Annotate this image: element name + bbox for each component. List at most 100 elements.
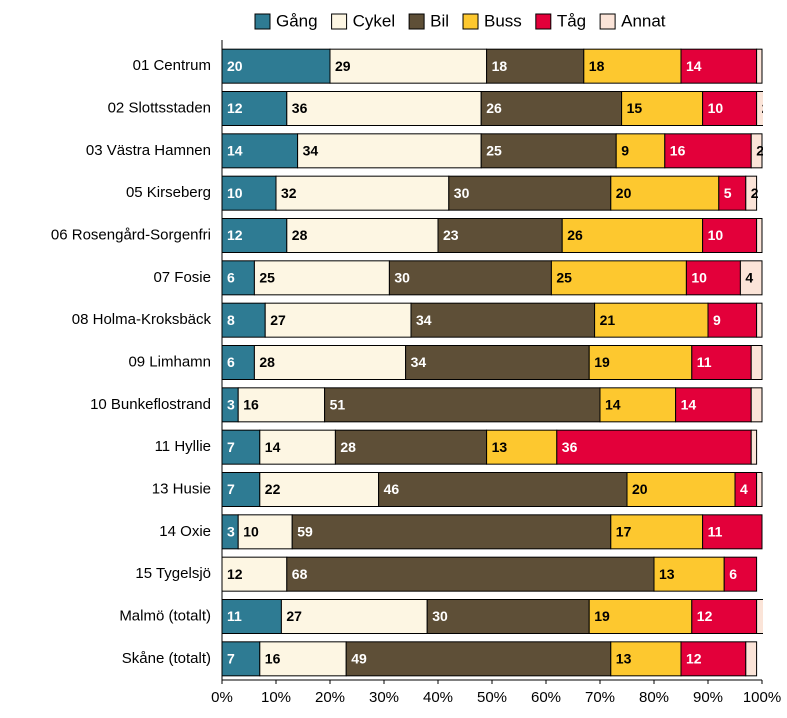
x-tick-label: 0% <box>211 689 233 706</box>
bar-segment <box>334 429 488 465</box>
y-tick-label: 06 Rosengård-Sorgenfri <box>51 226 211 243</box>
bar-segment <box>685 260 741 296</box>
bar-segment <box>691 345 752 380</box>
data-label: 25 <box>259 270 275 286</box>
data-label: 4 <box>745 270 753 286</box>
data-label: 10 <box>708 100 724 116</box>
data-label: 2 <box>762 100 770 116</box>
bar-segment <box>426 599 590 634</box>
legend-label: Bil <box>430 11 449 30</box>
data-label: 14 <box>686 58 702 74</box>
legend-swatch <box>331 13 348 30</box>
data-label: 9 <box>713 312 721 328</box>
data-label: 11 <box>227 608 242 624</box>
bar-segment <box>388 260 552 296</box>
legend-label: Gång <box>276 11 318 30</box>
data-label: 36 <box>292 100 308 116</box>
data-label: 3 <box>227 397 235 413</box>
data-label: 46 <box>384 481 400 497</box>
bar-segment <box>680 48 758 84</box>
bar-segment <box>378 472 628 507</box>
bar-segment <box>286 91 482 126</box>
y-tick-label: 15 Tygelsjö <box>135 565 211 582</box>
data-label: 2 <box>756 143 764 159</box>
bar-segment <box>259 472 380 507</box>
data-label: 3 <box>227 524 235 540</box>
bar-segment <box>222 641 261 677</box>
bar-segment <box>723 556 758 592</box>
bar-segment <box>561 218 704 253</box>
legend-swatch <box>535 13 552 30</box>
x-tick-label: 10% <box>261 689 291 706</box>
bar-segment <box>480 91 623 126</box>
bar-segment <box>556 429 752 465</box>
y-tick-label: 01 Centrum <box>133 57 211 74</box>
y-tick-label: 07 Fosie <box>153 269 211 286</box>
legend-label: Cykel <box>353 11 396 30</box>
data-label: 13 <box>616 651 632 667</box>
data-label: 34 <box>416 312 432 328</box>
bar-segment <box>291 514 612 550</box>
data-label: 4 <box>740 481 748 497</box>
x-tick-label: 100% <box>743 689 781 706</box>
bar-segment <box>222 133 299 169</box>
bar-segment <box>675 387 752 423</box>
x-tick-label: 90% <box>693 689 723 706</box>
data-label: 26 <box>486 100 502 116</box>
bar-segment <box>437 218 563 253</box>
bar-segment <box>286 218 439 253</box>
data-label: 16 <box>243 397 259 413</box>
data-label: 11 <box>697 354 712 370</box>
bar-segment <box>486 48 585 84</box>
bar-segment <box>264 302 412 338</box>
data-label: 18 <box>492 58 508 74</box>
bar-segment <box>588 345 693 380</box>
data-label: 22 <box>265 481 281 497</box>
bar-segment <box>756 91 763 126</box>
data-label: 12 <box>686 651 702 667</box>
data-label: 27 <box>270 312 286 328</box>
bar-segment <box>588 599 693 634</box>
y-tick-label: 10 Bunkeflostrand <box>90 396 211 413</box>
x-tick-label: 50% <box>477 689 507 706</box>
bar-segment <box>653 556 725 592</box>
y-tick-label: 08 Holma-Kroksbäck <box>72 311 212 328</box>
data-label: 30 <box>432 608 448 624</box>
data-label: 12 <box>227 227 243 243</box>
bar-segment <box>259 429 336 465</box>
bar-segment <box>329 48 488 84</box>
data-label: 10 <box>691 270 707 286</box>
data-label: 7 <box>227 481 235 497</box>
y-tick-label: Skåne (totalt) <box>122 650 211 667</box>
data-label: 14 <box>227 143 243 159</box>
bar-segment <box>345 641 612 677</box>
bar-segment <box>280 599 428 634</box>
legend-swatch <box>599 13 616 30</box>
bar-segment <box>594 302 709 338</box>
bar-segment <box>756 302 763 338</box>
data-label: 30 <box>394 270 410 286</box>
bar-segment <box>480 133 617 169</box>
y-tick-label: 03 Västra Hamnen <box>86 142 211 159</box>
legend-swatch <box>408 13 425 30</box>
data-label: 12 <box>227 100 243 116</box>
bar-segment <box>237 514 293 550</box>
data-label: 12 <box>227 566 243 582</box>
bar-segment <box>222 218 288 253</box>
bar-segment <box>237 387 326 423</box>
bar-segment <box>680 641 747 677</box>
bar-segment <box>222 260 255 296</box>
data-label: 5 <box>724 185 732 201</box>
data-label: 27 <box>286 608 302 624</box>
data-label: 20 <box>227 58 243 74</box>
bar-segment <box>222 302 266 338</box>
x-tick-label: 80% <box>639 689 669 706</box>
y-tick-label: 11 Hyllie <box>155 438 211 455</box>
data-label: 10 <box>227 185 243 201</box>
y-tick-label: 02 Slottsstaden <box>108 99 211 116</box>
bar-segment <box>718 175 747 211</box>
data-label: 18 <box>589 58 605 74</box>
data-label: 20 <box>616 185 632 201</box>
data-label: 10 <box>243 524 259 540</box>
data-label: 12 <box>697 608 713 624</box>
